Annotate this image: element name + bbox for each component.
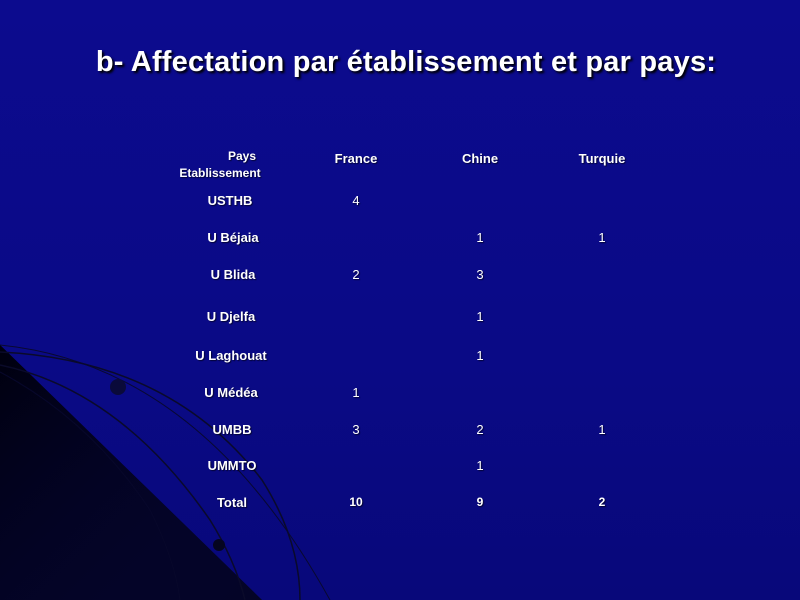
arc-line-4: [0, 344, 331, 600]
column-header-turquie: Turquie: [578, 151, 626, 166]
cell-u-laghouat-chine: 1: [476, 348, 484, 363]
black-wedge-shade: [0, 345, 262, 600]
cell-ummto-chine: 1: [476, 458, 484, 473]
decorative-dot-1: [110, 379, 126, 395]
cell-total-chine: 9: [476, 495, 484, 509]
row-label-u-medea: U Médéa: [204, 385, 258, 400]
cell-total-france: 10: [349, 495, 363, 509]
decorative-dot-2: [213, 539, 225, 551]
row-label-u-bejaia: U Béjaia: [207, 230, 259, 245]
cell-u-bejaia-turquie: 1: [598, 230, 606, 245]
row-label-u-djelfa: U Djelfa: [206, 309, 256, 324]
slide-title: b- Affectation par établissement et par …: [95, 46, 717, 78]
cell-u-djelfa-chine: 1: [476, 309, 484, 324]
column-header-france: France: [334, 151, 378, 166]
cell-umbb-france: 3: [352, 422, 360, 437]
cell-u-blida-chine: 3: [476, 267, 484, 282]
column-header-chine: Chine: [461, 151, 499, 166]
cell-usthb-france: 4: [352, 193, 360, 208]
row-label-ummto: UMMTO: [207, 458, 257, 473]
cell-u-bejaia-chine: 1: [476, 230, 484, 245]
corner-header-pays: Pays: [227, 149, 257, 163]
row-label-umbb: UMBB: [212, 422, 252, 437]
arc-line-2: [0, 364, 246, 600]
row-label-u-laghouat: U Laghouat: [195, 348, 267, 363]
cell-total-turquie: 2: [598, 495, 606, 509]
corner-header-etablissement: Etablissement: [179, 166, 261, 180]
cell-u-blida-france: 2: [352, 267, 360, 282]
row-label-total: Total: [216, 495, 248, 510]
arc-line-3: [0, 371, 181, 600]
cell-u-medea-france: 1: [352, 385, 360, 400]
row-label-usthb: USTHB: [207, 193, 253, 208]
cell-umbb-turquie: 1: [598, 422, 606, 437]
row-label-u-blida: U Blida: [210, 267, 256, 282]
cell-umbb-chine: 2: [476, 422, 484, 437]
